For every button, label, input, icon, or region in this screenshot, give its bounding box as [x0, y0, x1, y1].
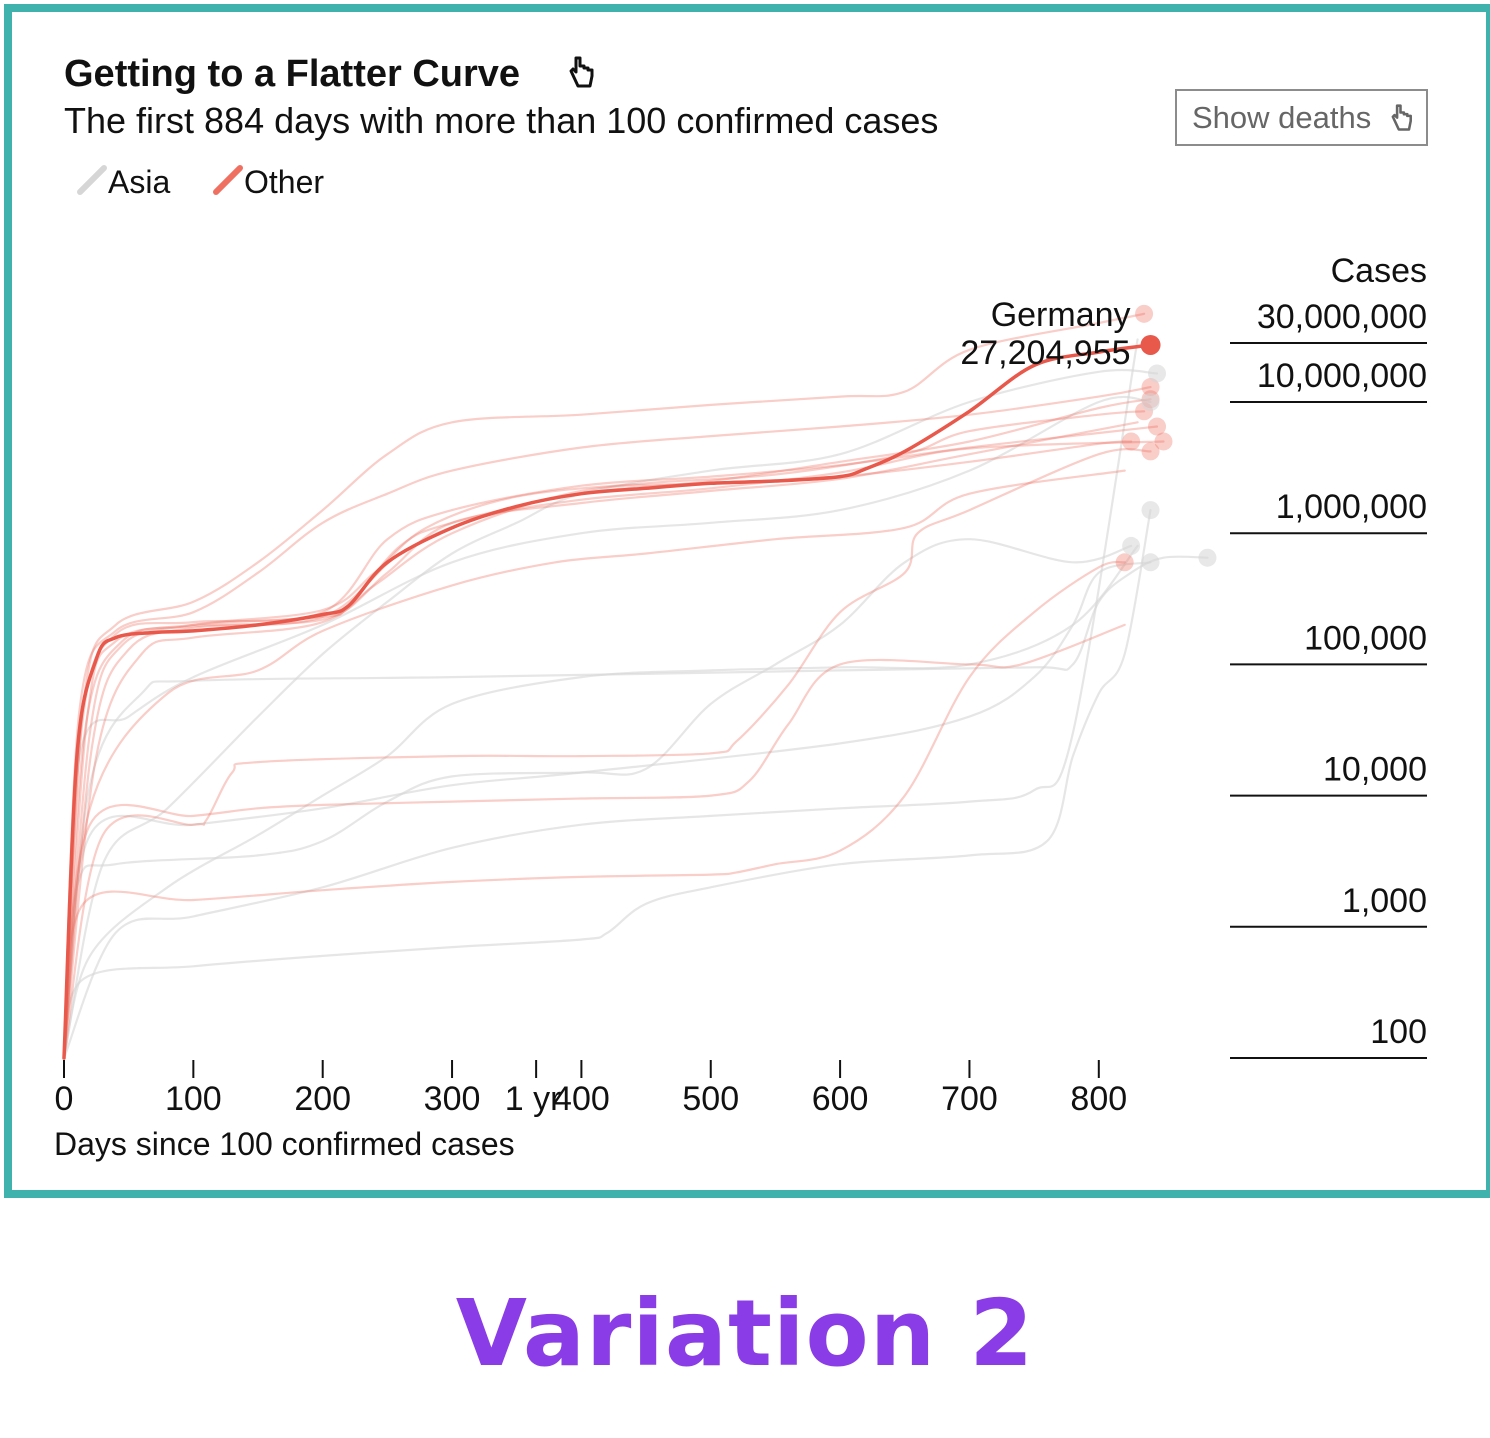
series-line-other-9	[62, 448, 1152, 1060]
y-axis: 30,000,000 10,000,000 1,000,000 100,000 10,0…	[1230, 298, 1427, 1059]
x-tick-label-4: 1 yr	[505, 1080, 562, 1118]
x-tick-label-9: 800	[1070, 1080, 1127, 1118]
series-line-other-10	[62, 560, 1126, 1060]
series-line-asia-17	[62, 368, 1159, 1060]
series-end-dot-16	[1141, 393, 1160, 411]
chart-subtitle: The first 884 days with more than 100 co…	[64, 100, 938, 141]
series-group-asia	[62, 338, 1209, 1060]
series-line-other-1	[62, 312, 1146, 1060]
series-end-dot-14	[1141, 501, 1160, 520]
y-tick-label-5: 1,000	[1342, 882, 1427, 920]
legend: Asia Other	[77, 164, 324, 200]
y-tick-label-3: 100,000	[1304, 619, 1427, 657]
end-dots	[1115, 304, 1217, 572]
y-tick-label-2: 1,000,000	[1276, 488, 1427, 526]
x-tick-label-7: 600	[812, 1080, 869, 1118]
x-tick-label-2: 200	[294, 1080, 351, 1118]
series-end-dot-7	[1122, 432, 1141, 451]
series-line-asia-14	[62, 509, 1152, 1060]
series-line-asia-16	[62, 395, 1152, 1060]
series-end-dot-13	[1198, 548, 1217, 567]
x-tick-label-1: 100	[165, 1080, 222, 1118]
series-end-dot-0	[1140, 334, 1161, 355]
y-tick-label-0: 30,000,000	[1257, 298, 1427, 336]
series-line-other-4	[62, 410, 1146, 1060]
chart-svg: Getting to a Flatter Curve The first 884…	[54, 53, 1428, 1162]
variation-label: Variation 2	[455, 1280, 1035, 1387]
y-tick-label-6: 100	[1370, 1013, 1427, 1051]
legend-swatch-other	[213, 165, 243, 195]
series-group-other	[62, 312, 1165, 1060]
legend-swatch-asia	[77, 165, 107, 195]
pointer-hand-icon	[569, 56, 594, 88]
legend-label-other: Other	[244, 164, 324, 200]
series-end-dot-18	[1141, 553, 1160, 572]
series-line-other-2	[62, 386, 1152, 1060]
series-line-asia-19	[62, 544, 1139, 1060]
series-line-asia-18	[62, 561, 1152, 1060]
series-end-dot-10	[1115, 553, 1134, 572]
series-end-dot-6	[1154, 432, 1173, 451]
series-end-dot-2	[1141, 378, 1160, 397]
y-tick-label-1: 10,000,000	[1257, 357, 1427, 395]
chart-title: Getting to a Flatter Curve	[64, 53, 520, 95]
legend-label-asia: Asia	[108, 164, 170, 200]
series-line-other-6	[62, 440, 1165, 1060]
series-line-other-3	[62, 398, 1152, 1060]
y-tick-label-4: 10,000	[1323, 751, 1427, 789]
series-line-other-11	[62, 623, 1126, 1060]
series-end-dot-15	[1122, 536, 1141, 555]
y-axis-title: Cases	[1331, 252, 1427, 290]
series-end-dot-1	[1135, 304, 1154, 323]
series-line-other-12	[62, 469, 1126, 1060]
series-group-highlight	[62, 343, 1153, 1060]
show-deaths-label: Show deaths	[1192, 100, 1371, 135]
annotation-germany-name: Germany	[991, 296, 1131, 334]
x-tick-label-3: 300	[424, 1080, 481, 1118]
series-line-asia-13	[62, 555, 1209, 1060]
x-tick-label-6: 500	[682, 1080, 739, 1118]
chart-frame	[4, 4, 1490, 1198]
x-tick-label-5: 400	[553, 1080, 610, 1118]
pointer-hand-icon	[1391, 104, 1412, 131]
series-line-other-7	[62, 440, 1133, 1060]
x-tick-label-8: 700	[941, 1080, 998, 1118]
x-axis-title: Days since 100 confirmed cases	[54, 1126, 515, 1162]
series-line-other-0	[62, 343, 1153, 1060]
series-line-asia-20	[62, 338, 1139, 1060]
x-tick-label-0: 0	[55, 1080, 74, 1118]
series-end-dot-5	[1148, 417, 1167, 436]
annotation-germany-value: 27,204,955	[960, 334, 1130, 372]
series-end-dot-9	[1141, 442, 1160, 461]
show-deaths-button[interactable]: Show deaths	[1175, 89, 1428, 146]
series-end-dot-17	[1148, 364, 1167, 383]
